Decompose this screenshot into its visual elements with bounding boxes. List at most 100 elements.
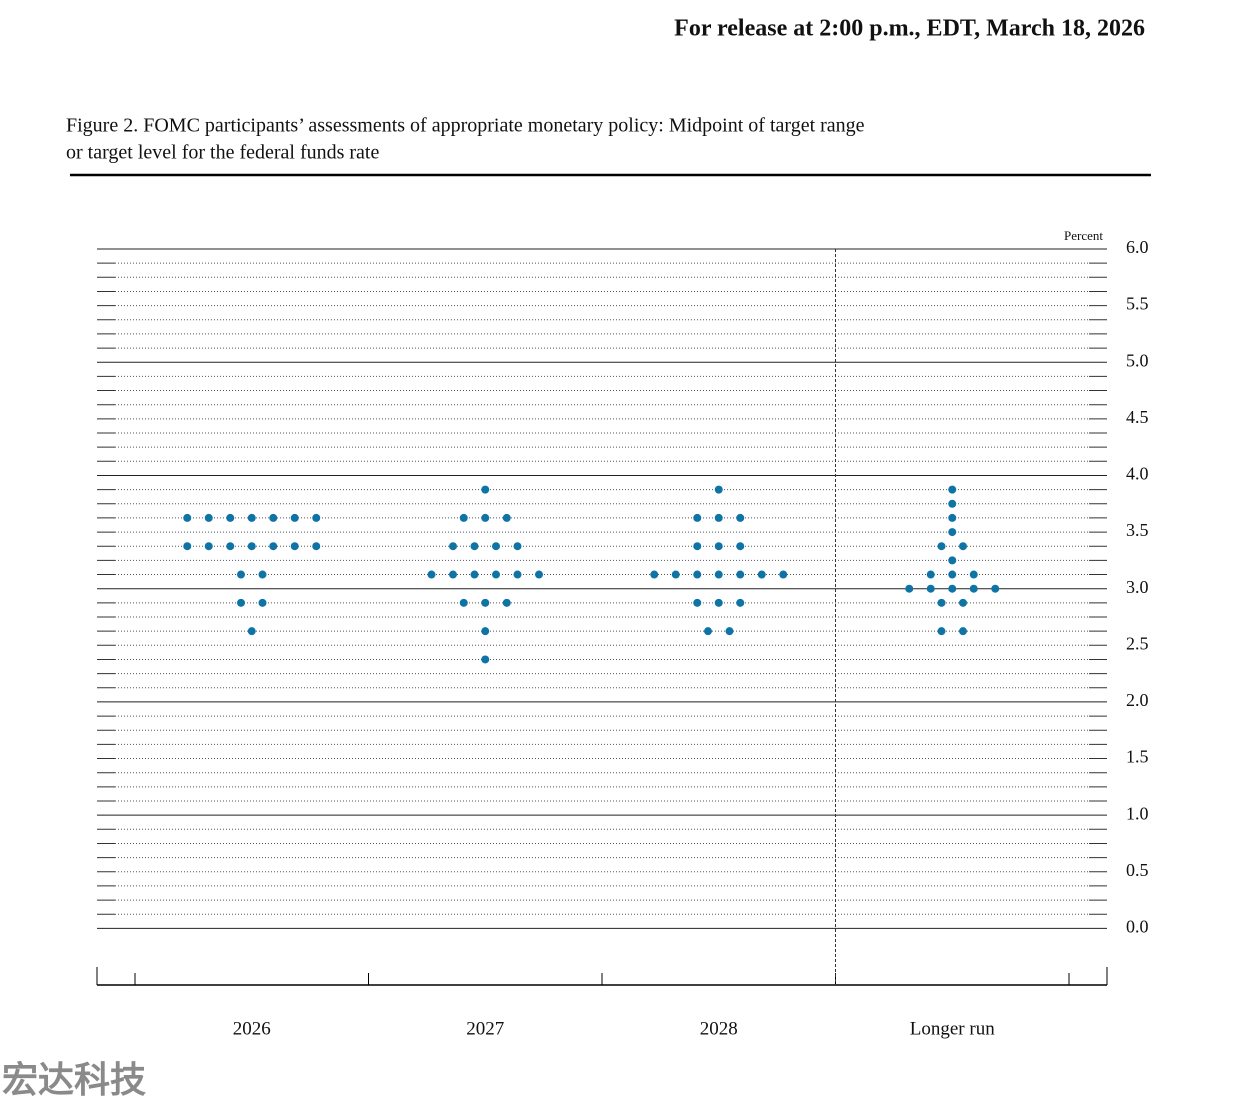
dot bbox=[481, 513, 490, 522]
dot bbox=[269, 513, 278, 522]
dot bbox=[948, 528, 957, 537]
dot bbox=[427, 570, 436, 579]
x-tick-label: 2027 bbox=[466, 1018, 504, 1039]
dot bbox=[937, 542, 946, 551]
chart-title: Figure 2. FOMC participants’ assessments… bbox=[66, 115, 865, 137]
y-axis-label: Percent bbox=[1064, 228, 1103, 243]
dot bbox=[725, 627, 734, 636]
dot bbox=[204, 513, 213, 522]
y-tick-label: 4.0 bbox=[1126, 464, 1149, 484]
dot bbox=[290, 513, 299, 522]
x-tick-label: Longer run bbox=[910, 1018, 995, 1039]
dot bbox=[513, 570, 522, 579]
dot bbox=[204, 542, 213, 551]
dot bbox=[226, 513, 235, 522]
x-tick-label: 2026 bbox=[233, 1018, 271, 1039]
dot bbox=[502, 598, 511, 607]
dot bbox=[481, 598, 490, 607]
dot bbox=[948, 584, 957, 593]
dot bbox=[714, 570, 723, 579]
dot bbox=[502, 513, 511, 522]
dot bbox=[470, 570, 479, 579]
y-tick-label: 0.5 bbox=[1126, 860, 1149, 880]
dot bbox=[969, 570, 978, 579]
watermark: 宏达科技 bbox=[2, 1060, 146, 1101]
dot bbox=[779, 570, 788, 579]
dot bbox=[312, 542, 321, 551]
dot bbox=[714, 485, 723, 494]
dot bbox=[449, 570, 457, 579]
y-tick-label: 5.5 bbox=[1126, 294, 1149, 314]
dot bbox=[492, 542, 500, 551]
dot bbox=[513, 542, 522, 551]
dot bbox=[237, 570, 245, 579]
dot bbox=[959, 542, 967, 551]
dot bbox=[937, 598, 946, 607]
dot bbox=[926, 570, 935, 579]
dot bbox=[948, 485, 957, 494]
dot bbox=[247, 542, 256, 551]
y-tick-label: 4.5 bbox=[1126, 407, 1149, 427]
dot bbox=[258, 598, 267, 607]
dot bbox=[948, 499, 957, 508]
dot bbox=[736, 598, 745, 607]
dot bbox=[693, 570, 702, 579]
dot bbox=[959, 627, 967, 636]
y-tick-label: 5.0 bbox=[1126, 350, 1149, 370]
dot bbox=[470, 542, 479, 551]
y-tick-label: 2.0 bbox=[1126, 690, 1149, 710]
dot bbox=[290, 542, 299, 551]
y-tick-label: 1.0 bbox=[1126, 803, 1149, 823]
dot bbox=[948, 556, 957, 565]
dot bbox=[269, 542, 278, 551]
dot bbox=[481, 485, 490, 494]
chart-subtitle: or target level for the federal funds ra… bbox=[66, 142, 379, 164]
dot bbox=[459, 598, 468, 607]
dot bbox=[937, 627, 946, 636]
dot bbox=[492, 570, 500, 579]
dot bbox=[991, 584, 1000, 593]
dot bbox=[449, 542, 457, 551]
dot bbox=[948, 513, 957, 522]
x-tick-label: 2028 bbox=[700, 1018, 738, 1039]
dot bbox=[736, 513, 745, 522]
dot bbox=[948, 570, 957, 579]
y-tick-label: 6.0 bbox=[1126, 237, 1149, 257]
dot bbox=[757, 570, 766, 579]
dot bbox=[247, 513, 256, 522]
y-tick-label: 3.5 bbox=[1126, 520, 1149, 540]
dot bbox=[714, 542, 723, 551]
y-tick-label: 3.0 bbox=[1126, 577, 1149, 597]
y-tick-label: 2.5 bbox=[1126, 633, 1149, 653]
dot bbox=[693, 598, 702, 607]
dot bbox=[926, 584, 935, 593]
dot bbox=[650, 570, 659, 579]
dot bbox=[736, 570, 745, 579]
y-tick-label: 0.0 bbox=[1126, 917, 1149, 937]
dot bbox=[714, 598, 723, 607]
dot bbox=[481, 627, 490, 636]
dot bbox=[459, 513, 468, 522]
dot bbox=[905, 584, 914, 593]
dot bbox=[959, 598, 967, 607]
dot bbox=[736, 542, 745, 551]
dot bbox=[183, 513, 192, 522]
y-tick-label: 1.5 bbox=[1126, 747, 1149, 767]
dot bbox=[535, 570, 543, 579]
dot bbox=[481, 655, 490, 664]
dot bbox=[247, 627, 256, 636]
dot bbox=[312, 513, 321, 522]
dot bbox=[226, 542, 235, 551]
dot bbox=[969, 584, 978, 593]
dot bbox=[183, 542, 192, 551]
dot bbox=[258, 570, 267, 579]
dot bbox=[714, 513, 723, 522]
dot bbox=[693, 542, 702, 551]
dot bbox=[704, 627, 712, 636]
dot bbox=[671, 570, 680, 579]
release-line: For release at 2:00 p.m., EDT, March 18,… bbox=[674, 16, 1145, 42]
dot bbox=[693, 513, 702, 522]
dot bbox=[237, 598, 245, 607]
